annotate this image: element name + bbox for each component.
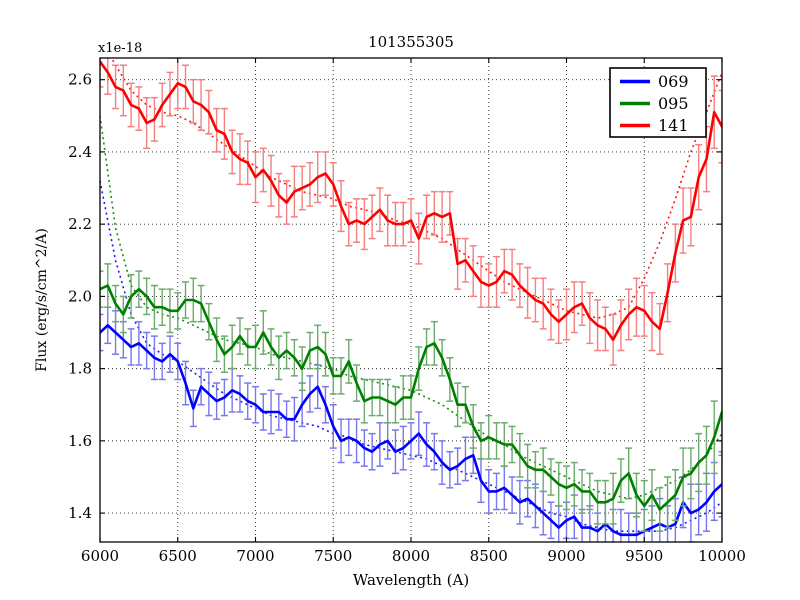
x-tick-label: 9500 (625, 547, 663, 565)
x-tick-label: 8500 (470, 547, 508, 565)
data-series (100, 58, 722, 542)
x-tick-label: 8000 (392, 547, 430, 565)
y-tick-label: 2.4 (68, 143, 92, 161)
x-tick-label: 6000 (81, 547, 119, 565)
tick-labels: 6000 6500 7000 7500 8000 8500 9000 9500 10000 1.4… (68, 71, 746, 565)
legend: 069 095 141 (609, 67, 707, 138)
x-tick-label: 9000 (547, 547, 585, 565)
series-095 (100, 263, 722, 532)
legend-label-141: 141 (658, 116, 689, 135)
legend-label-095: 095 (658, 94, 689, 113)
x-tick-label: 10000 (698, 547, 746, 565)
flux-curve-069 (100, 324, 722, 537)
y-tick-label: 2.2 (68, 215, 92, 233)
x-tick-label: 7500 (314, 547, 352, 565)
chart-title: 101355305 (368, 33, 454, 51)
x-tick-label: 6500 (159, 547, 197, 565)
y-tick-label: 2.6 (68, 71, 92, 89)
y-tick-label: 1.8 (68, 360, 92, 378)
flux-curve-095 (100, 284, 722, 511)
y-tick-label: 2.0 (68, 287, 92, 305)
x-axis-label: Wavelength (A) (353, 571, 469, 589)
tick-marks (99, 58, 723, 542)
model-curve-095-model (100, 115, 722, 500)
y-tick-label: 1.6 (68, 432, 92, 450)
x-tick-label: 7000 (236, 547, 274, 565)
y-offset-label: x1e-18 (98, 41, 142, 56)
y-axis-label: Flux (erg/s/cm^2/A) (34, 228, 50, 372)
legend-label-069: 069 (658, 72, 689, 91)
series-141 (100, 58, 722, 366)
flux-curve-141 (100, 60, 722, 341)
y-tick-label: 1.4 (68, 504, 92, 522)
